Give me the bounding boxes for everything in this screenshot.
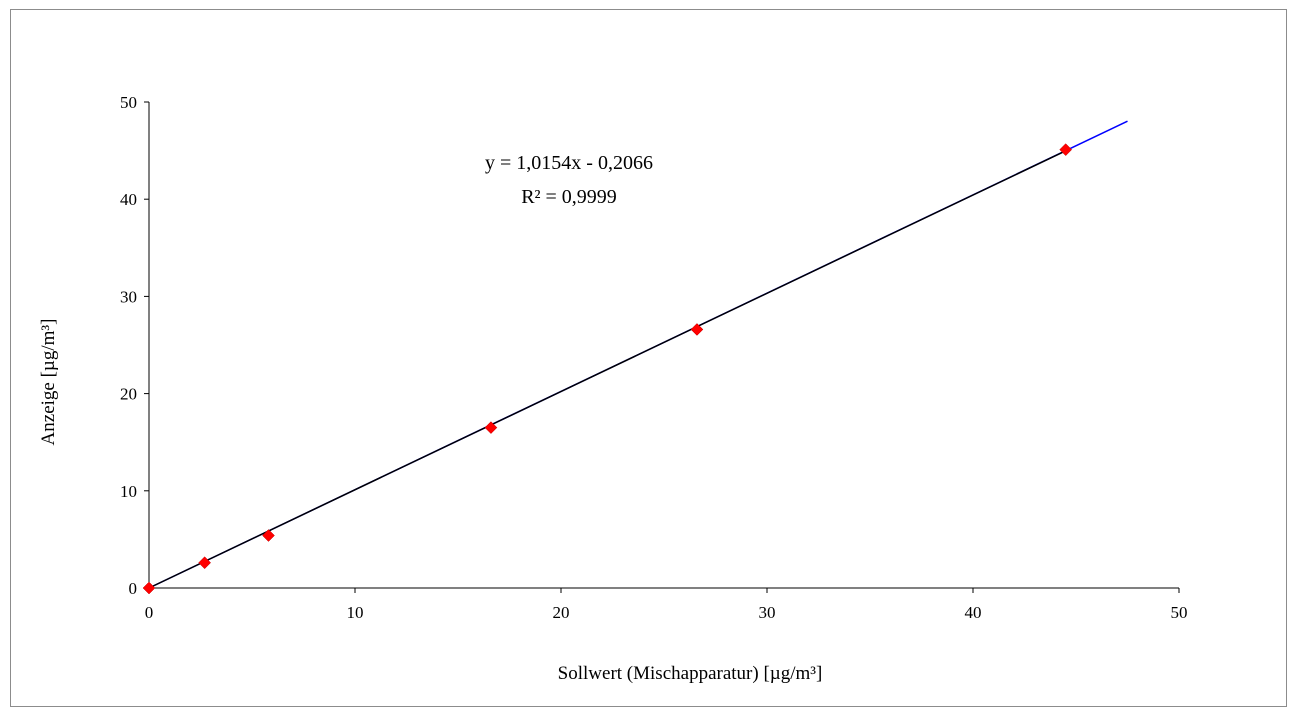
y-tick-label: 50 [120,93,137,112]
x-tick-label: 50 [1171,603,1188,622]
y-tick-label: 10 [120,482,137,501]
data-points [142,143,1073,595]
y-axis-label: Anzeige [µg/m³] [38,319,59,446]
y-tick-label: 0 [129,579,138,598]
x-axis-label: Sollwert (Mischapparatur) [µg/m³] [558,663,823,684]
x-tick-label: 40 [965,603,982,622]
trendline-r-squared: R² = 0,9999 [521,186,617,208]
trendline-equation: y = 1,0154x - 0,2066 [485,152,653,174]
data-point [484,421,498,434]
fit-lines [148,120,1128,589]
y-tick-label: 30 [120,287,137,306]
y-tick-label: 40 [120,190,137,209]
data-point [1059,143,1073,156]
data-point [198,556,211,570]
chart-frame [10,9,1287,707]
data-point [142,581,156,595]
reference-line [148,150,1067,589]
x-tick-label: 20 [553,603,570,622]
x-tick-label: 30 [759,603,776,622]
data-point [690,323,704,336]
data-point [262,529,275,542]
x-tick-label: 10 [347,603,364,622]
x-tick-label: 0 [145,603,154,622]
y-tick-label: 20 [120,385,137,404]
axes: 0 10 20 30 40 50 0 10 20 30 40 50 [120,93,1188,622]
